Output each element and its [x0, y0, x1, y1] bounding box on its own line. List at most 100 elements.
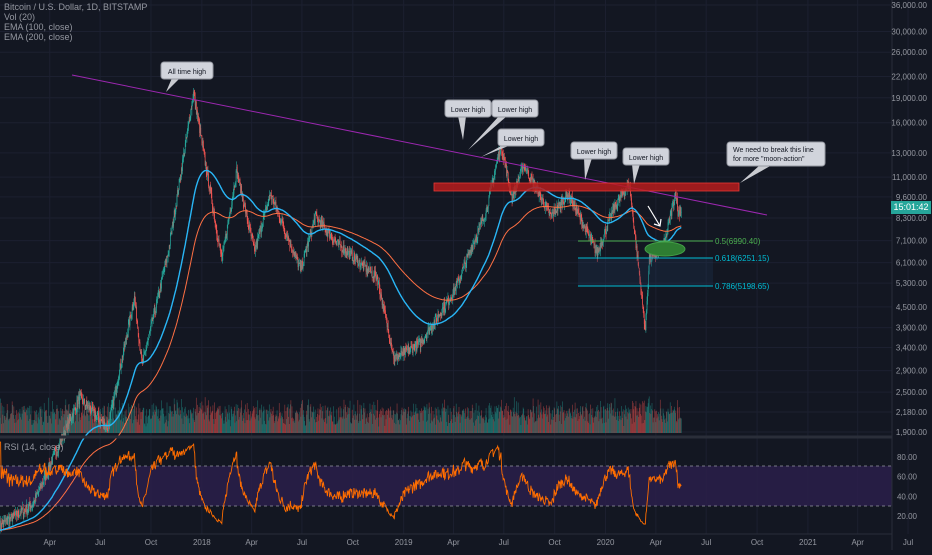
- callout-break-line-2: for more "moon-action": [733, 156, 805, 163]
- candle-body: [485, 217, 486, 218]
- candle-body: [564, 202, 565, 205]
- candle-body: [283, 227, 284, 229]
- candle-body: [484, 220, 485, 222]
- candle-body: [248, 221, 249, 225]
- candle-body: [44, 476, 45, 481]
- candle-body: [599, 249, 600, 253]
- candle-body: [111, 408, 112, 412]
- price-tick: 26,000.00: [891, 48, 927, 57]
- time-tick: Apr: [851, 538, 864, 547]
- candle-body: [464, 263, 465, 266]
- candle-body: [378, 283, 379, 286]
- candle-body: [203, 146, 204, 150]
- candle-body: [313, 223, 314, 226]
- candle-body: [494, 174, 495, 178]
- candle-body: [164, 271, 165, 272]
- candle-body: [153, 318, 154, 321]
- price-tick: 36,000.00: [891, 1, 927, 10]
- time-tick: Apr: [447, 538, 460, 547]
- price-tick: 22,000.00: [891, 72, 927, 81]
- candle-body: [162, 277, 163, 278]
- candle-body: [505, 159, 506, 162]
- candle-body: [334, 241, 335, 242]
- candle-body: [135, 302, 136, 308]
- candle-body: [519, 177, 520, 180]
- candle-body: [194, 92, 195, 95]
- candle-body: [128, 324, 129, 333]
- legend-ema200[interactable]: EMA (200, close): [4, 32, 147, 42]
- candle-body: [243, 199, 244, 206]
- candle-body: [2, 521, 3, 523]
- candle-body: [581, 215, 582, 218]
- candle-body: [459, 279, 460, 283]
- candle-body: [150, 328, 151, 331]
- candle-body: [289, 241, 290, 242]
- candle-body: [71, 420, 72, 421]
- candle-body: [215, 223, 216, 225]
- candle-body: [138, 329, 139, 337]
- rsi-tick: 20.00: [897, 512, 918, 521]
- callout-ath-label: All time high: [168, 69, 206, 76]
- legend-volume[interactable]: Vol (20): [4, 12, 147, 22]
- candle-body: [82, 398, 83, 402]
- candle-body: [228, 221, 229, 222]
- price-tick: 16,000.00: [891, 119, 927, 128]
- price-axis: 36,000.0030,000.0026,000.0022,000.0019,0…: [891, 1, 927, 437]
- candle-body: [358, 266, 359, 267]
- candle-body: [203, 142, 204, 146]
- candle-body: [179, 179, 180, 190]
- candle-body: [488, 206, 489, 209]
- candle-body: [217, 235, 218, 238]
- candle-body: [101, 419, 102, 421]
- candle-body: [125, 342, 126, 347]
- candle-body: [159, 292, 160, 295]
- candle-body: [16, 511, 17, 516]
- candle-body: [424, 339, 425, 342]
- candle-body: [495, 169, 496, 171]
- candle-body: [284, 230, 285, 234]
- candle-body: [216, 230, 217, 235]
- candle-body: [23, 513, 24, 516]
- candle-body: [277, 209, 278, 211]
- candle-body: [157, 299, 158, 300]
- candle-body: [362, 262, 363, 263]
- candle-body: [133, 303, 134, 308]
- legend-ema100[interactable]: EMA (100, close): [4, 22, 147, 32]
- candle-body: [231, 205, 232, 208]
- trendline: [72, 75, 767, 215]
- legend-symbol[interactable]: Bitcoin / U.S. Dollar, 1D, BITSTAMP: [4, 2, 147, 12]
- candle-body: [200, 128, 201, 136]
- candle-body: [670, 214, 671, 222]
- candle-body: [268, 203, 269, 204]
- candle-body: [316, 212, 317, 214]
- time-tick: Oct: [548, 538, 561, 547]
- candle-body: [526, 167, 527, 172]
- time-tick: Jul: [95, 538, 105, 547]
- candle-body: [276, 202, 277, 207]
- candle-body: [158, 292, 159, 297]
- candle-body: [465, 262, 466, 264]
- candle-body: [211, 193, 212, 203]
- candle-body: [409, 350, 410, 351]
- candle-body: [291, 240, 292, 247]
- candle-body: [116, 388, 117, 392]
- candle-body: [79, 394, 80, 404]
- candle-body: [433, 325, 434, 328]
- candle-body: [497, 162, 498, 163]
- candle-body: [380, 289, 381, 294]
- countdown-badge: 15:01:42: [891, 201, 931, 214]
- legend-rsi[interactable]: RSI (14, close): [4, 442, 64, 452]
- candle-body: [1, 521, 2, 527]
- candle-body: [425, 338, 426, 339]
- candle-body: [65, 425, 66, 436]
- candle-body: [643, 305, 644, 307]
- candle-body: [141, 352, 142, 358]
- candle-body: [72, 419, 73, 420]
- candle-body: [385, 309, 386, 310]
- candle-body: [233, 194, 234, 196]
- candle-body: [633, 214, 634, 221]
- candle-body: [407, 349, 408, 350]
- candle-body: [418, 341, 419, 345]
